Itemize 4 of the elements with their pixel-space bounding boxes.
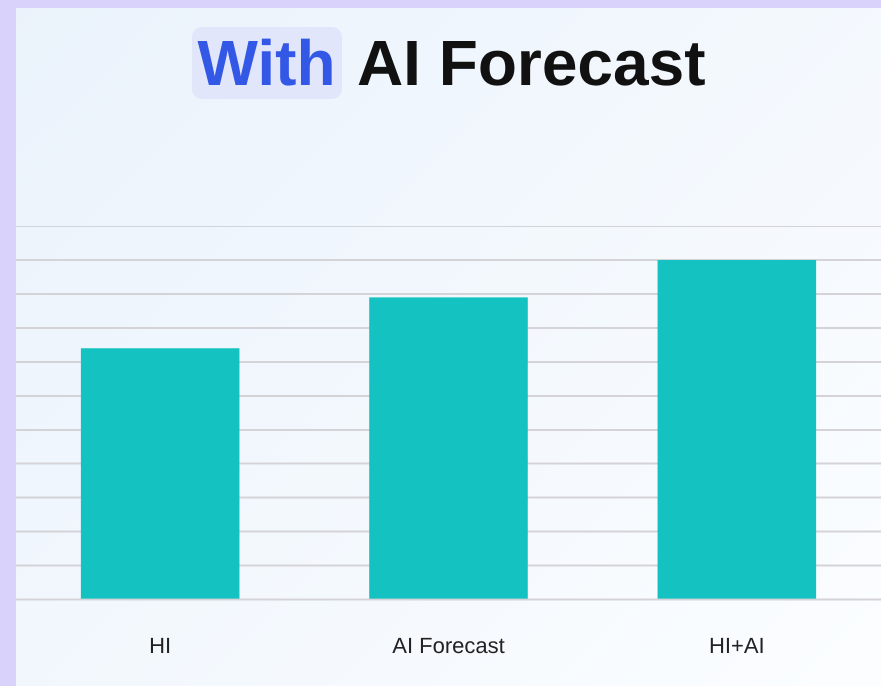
x-tick-label: HI (149, 632, 172, 658)
x-tick-label: HI+AI (709, 632, 765, 658)
x-tick-label: AI Forecast (392, 632, 505, 658)
chart-title: With AI Forecast (196, 27, 706, 99)
